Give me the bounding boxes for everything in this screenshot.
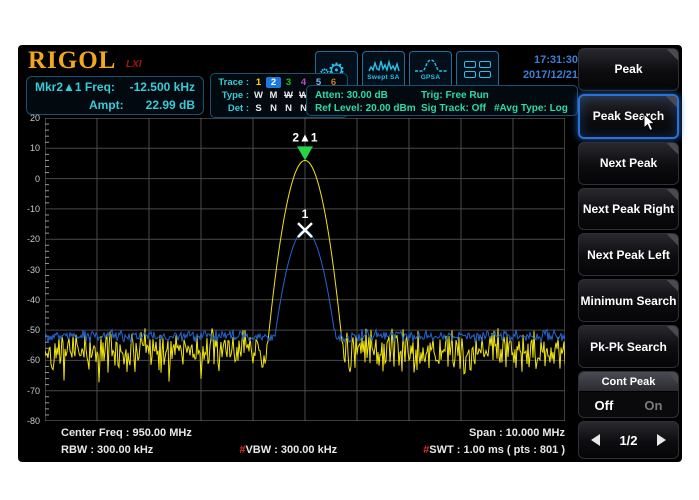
clock: 17:31:30 2017/12/21 bbox=[502, 53, 578, 83]
windows-icon bbox=[464, 61, 491, 78]
svg-text:1: 1 bbox=[302, 207, 309, 221]
spectrum-svg: 2▲1 1 bbox=[44, 117, 566, 422]
y-tick-label: -80 bbox=[26, 416, 40, 426]
cont-peak-off-option[interactable]: Off bbox=[594, 397, 614, 413]
menu-button-peak-search[interactable]: Peak Search bbox=[578, 93, 679, 139]
gaussian-icon bbox=[414, 59, 447, 72]
menu-button-pk-pk-search[interactable]: Pk-Pk Search bbox=[578, 325, 679, 369]
instrument-screen: RIGOL LXI ⚙ ⚙ Swept SA GPSA bbox=[18, 45, 682, 462]
trace-5-indicator[interactable]: 5 bbox=[315, 77, 322, 88]
marker-ampt-value: 22.99 dB bbox=[145, 98, 195, 112]
y-tick-label: -40 bbox=[26, 294, 40, 305]
gear-small-icon: ⚙ bbox=[319, 67, 330, 79]
rigol-logo: RIGOL bbox=[28, 47, 117, 74]
center-freq-readout: Center Freq : 950.00 MHz bbox=[61, 426, 192, 439]
gpsa-label: GPSA bbox=[420, 74, 441, 81]
swept-sa-mode-button[interactable]: Swept SA bbox=[362, 51, 405, 88]
y-tick-label: -50 bbox=[26, 325, 40, 336]
mouse-cursor-icon bbox=[643, 112, 656, 132]
menu-button-peak[interactable]: Peak bbox=[578, 48, 679, 91]
window-layout-button[interactable] bbox=[456, 51, 499, 88]
toolbar: ⚙ ⚙ Swept SA GPSA bbox=[315, 51, 499, 88]
swept-sa-label: Swept SA bbox=[367, 74, 400, 81]
vbw-readout: #VBW : 300.00 kHz bbox=[239, 443, 338, 456]
menu-page-nav: 1/2 bbox=[578, 421, 679, 460]
y-tick-label: -60 bbox=[26, 355, 40, 366]
trace-1-indicator[interactable]: 1 bbox=[255, 77, 262, 88]
trace-6-indicator[interactable]: 6 bbox=[330, 77, 337, 88]
cont-peak-title: Cont Peak bbox=[579, 372, 678, 393]
y-tick-label: 0 bbox=[34, 173, 40, 184]
page-indicator: 1/2 bbox=[619, 432, 638, 448]
avg-type-readout: #Avg Type: Log bbox=[494, 103, 568, 114]
y-tick-label: -30 bbox=[26, 264, 40, 275]
cont-peak-on-option[interactable]: On bbox=[644, 397, 663, 413]
atten-readout: Atten: 30.00 dB bbox=[315, 90, 388, 101]
span-readout: Span : 10.000 MHz bbox=[469, 426, 565, 439]
marker-freq-label: Mkr2▲1 Freq: bbox=[35, 80, 115, 94]
y-tick-label: 10 bbox=[29, 143, 40, 154]
y-tick-label: -20 bbox=[26, 234, 40, 245]
y-axis-labels: 20 10 0 -10 -20 -30 -40 -50 -60 -70 -80 bbox=[18, 113, 42, 426]
menu-button-minimum-search[interactable]: Minimum Search bbox=[578, 279, 679, 323]
trig-readout: Trig: Free Run bbox=[421, 90, 489, 101]
next-page-icon[interactable] bbox=[656, 434, 666, 447]
ref-level-readout: Ref Level: 20.00 dBm bbox=[315, 103, 416, 114]
y-tick-label: 20 bbox=[29, 113, 40, 123]
sig-track-readout: Sig Track: Off bbox=[421, 103, 487, 114]
trace-2-indicator[interactable]: 2 bbox=[266, 77, 281, 88]
cont-peak-toggle[interactable]: Cont Peak Off On bbox=[578, 371, 679, 419]
menu-button-next-peak-right[interactable]: Next Peak Right bbox=[578, 187, 679, 231]
settings-panel: Atten: 30.00 dB Ref Level: 20.00 dBm Tri… bbox=[306, 85, 578, 116]
spectrum-icon bbox=[367, 59, 400, 73]
trace-numbers-row: Trace : 1 2 3 4 5 6 bbox=[214, 76, 344, 89]
marker-freq-value: -12.500 kHz bbox=[129, 80, 195, 94]
menu-button-next-peak[interactable]: Next Peak bbox=[578, 141, 679, 185]
svg-text:2▲1: 2▲1 bbox=[292, 130, 318, 144]
plot-footer: Center Freq : 950.00 MHz Span : 10.000 M… bbox=[45, 424, 565, 458]
y-tick-label: -70 bbox=[26, 385, 40, 396]
gpsa-mode-button[interactable]: GPSA bbox=[409, 51, 452, 88]
prev-page-icon[interactable] bbox=[591, 434, 600, 447]
trace-4-indicator[interactable]: 4 bbox=[300, 77, 307, 88]
spectrum-plot: 2▲1 1 bbox=[44, 117, 566, 422]
date: 2017/12/21 bbox=[522, 68, 578, 81]
trace-3-indicator[interactable]: 3 bbox=[285, 77, 292, 88]
marker-ampt-label: Ampt: bbox=[88, 98, 124, 112]
lxi-badge: LXI bbox=[126, 59, 142, 70]
menu-button-next-peak-left[interactable]: Next Peak Left bbox=[578, 233, 679, 277]
time: 17:31:30 bbox=[533, 54, 578, 66]
softkey-menu: Peak Peak Search Next Peak Next Peak Rig… bbox=[578, 48, 679, 460]
swt-readout: #SWT : 1.00 ms ( pts : 801 ) bbox=[423, 443, 565, 456]
y-tick-label: -10 bbox=[26, 203, 40, 214]
rbw-readout: RBW : 300.00 kHz bbox=[61, 443, 154, 456]
marker-readout-panel: Mkr2▲1 Freq: -12.500 kHz Ampt: 22.99 dB bbox=[26, 76, 204, 115]
